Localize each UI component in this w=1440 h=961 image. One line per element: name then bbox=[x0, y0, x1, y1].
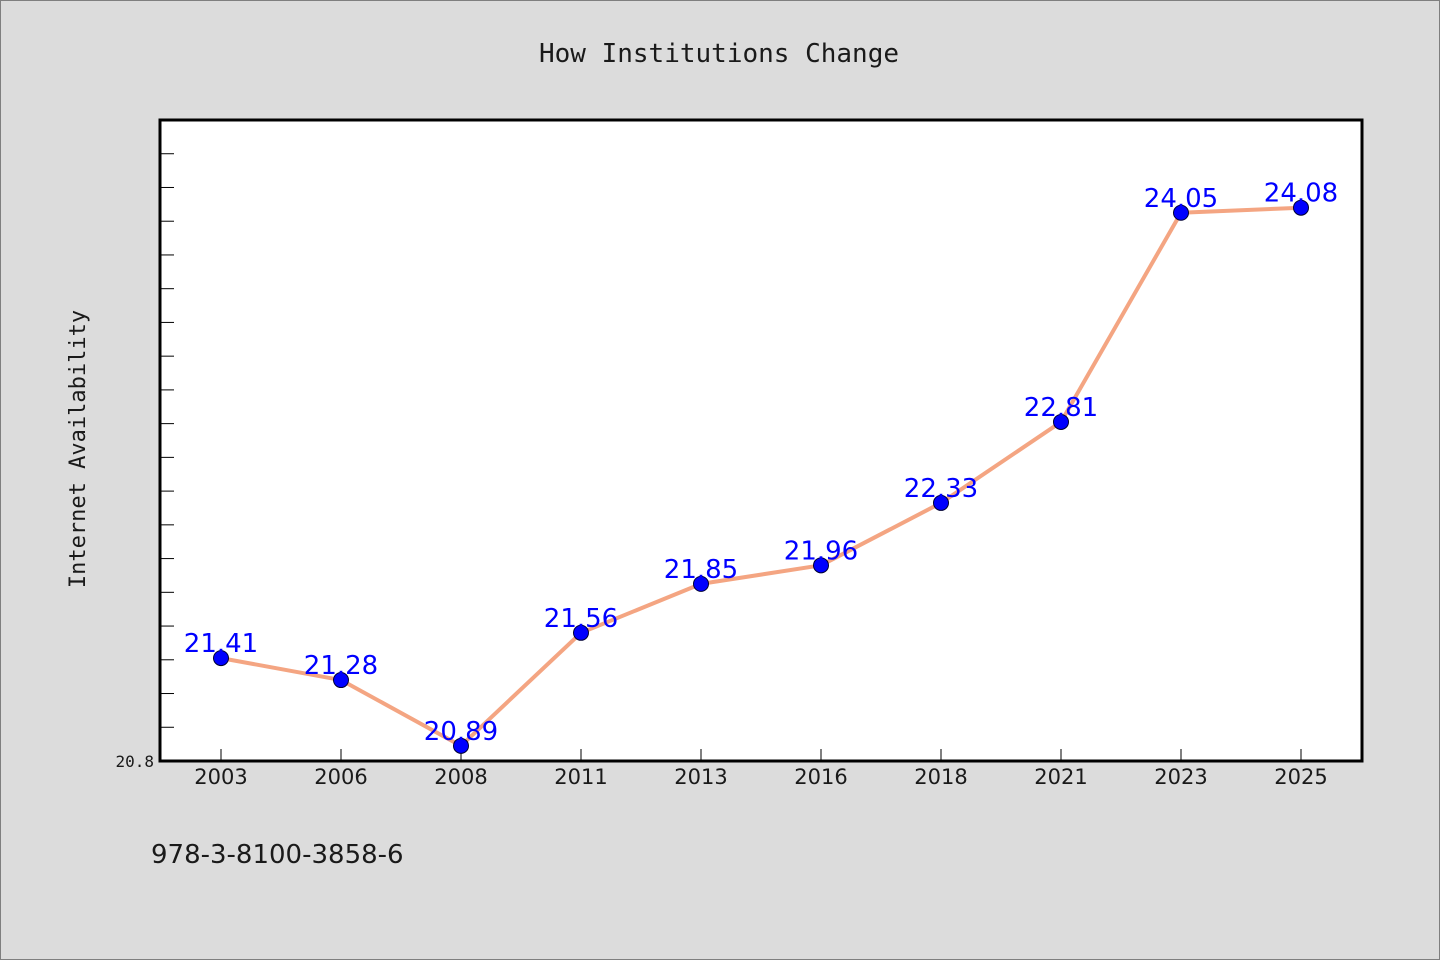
x-tick-label: 2021 bbox=[1034, 765, 1087, 789]
data-label: 22.81 bbox=[1024, 393, 1098, 423]
data-label: 22.33 bbox=[904, 474, 978, 504]
y-axis-label: Internet Availability bbox=[66, 310, 91, 588]
data-label: 20.89 bbox=[424, 717, 498, 747]
y-tick-label: 20.8 bbox=[115, 752, 154, 771]
data-point bbox=[933, 494, 949, 511]
x-tick-label: 2011 bbox=[554, 765, 607, 789]
footer-text: 978-3-8100-3858-6 bbox=[151, 840, 404, 870]
series-line bbox=[219, 205, 1303, 748]
data-point bbox=[693, 575, 709, 592]
x-tick-label: 2023 bbox=[1154, 765, 1207, 789]
data-label: 24.05 bbox=[1144, 184, 1218, 214]
data-label: 24.08 bbox=[1264, 179, 1338, 209]
data-point bbox=[333, 672, 349, 689]
data-label: 21.41 bbox=[184, 629, 258, 659]
data-point bbox=[213, 650, 229, 667]
data-point bbox=[813, 557, 829, 574]
data-point bbox=[1173, 204, 1189, 221]
x-axis-ticks: 2003 2006 2008 2011 2013 2016 2018 2021 2023 2025 bbox=[194, 749, 1328, 789]
x-tick-label: 2025 bbox=[1274, 765, 1327, 789]
data-point bbox=[1293, 199, 1309, 216]
data-point bbox=[453, 737, 469, 754]
data-point bbox=[573, 624, 589, 641]
data-label: 21.56 bbox=[544, 604, 618, 634]
x-tick-label: 2013 bbox=[674, 765, 727, 789]
series-line-group bbox=[219, 205, 1303, 748]
data-label: 21.28 bbox=[304, 651, 378, 681]
data-label: 21.85 bbox=[664, 555, 738, 585]
data-point bbox=[1053, 413, 1069, 430]
plot-area bbox=[158, 118, 1364, 763]
x-tick-label: 2016 bbox=[794, 765, 847, 789]
chart-title: How Institutions Change bbox=[539, 39, 899, 69]
y-axis-ticks bbox=[160, 153, 174, 762]
x-tick-label: 2006 bbox=[314, 765, 367, 789]
x-tick-label: 2008 bbox=[434, 765, 487, 789]
x-tick-label: 2003 bbox=[194, 765, 247, 789]
x-tick-label: 2018 bbox=[914, 765, 967, 789]
data-markers bbox=[213, 199, 1309, 754]
data-label: 21.96 bbox=[784, 536, 858, 566]
data-labels: 21.41 21.28 20.89 21.56 21.85 21.96 22.33 22.81… bbox=[184, 179, 1338, 747]
